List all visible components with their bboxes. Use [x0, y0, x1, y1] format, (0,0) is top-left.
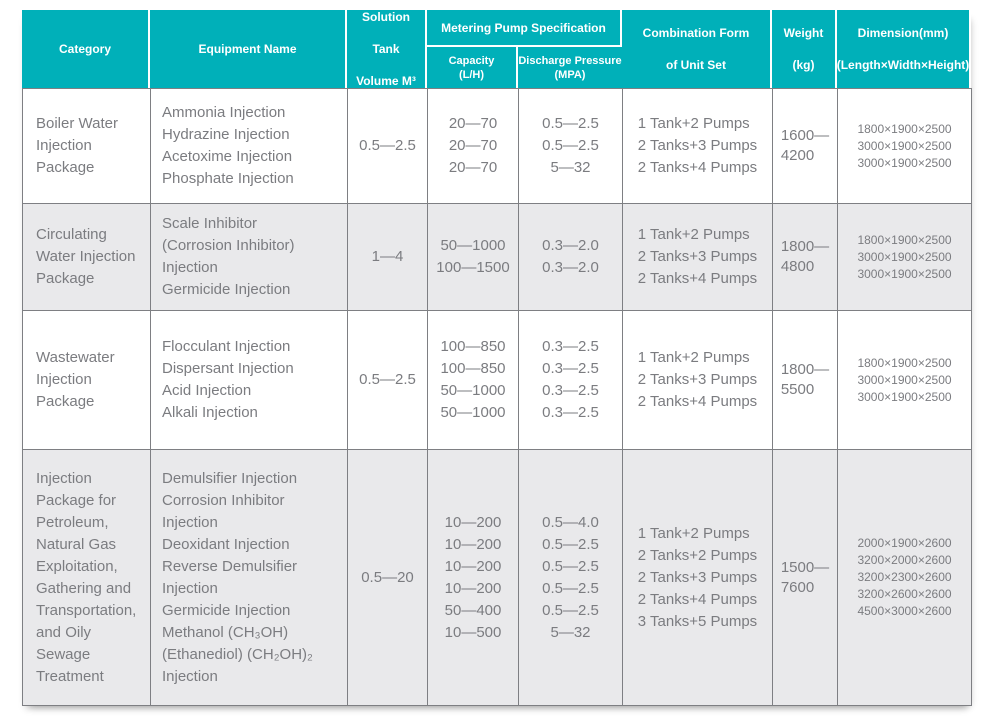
- header-discharge-pressure: Discharge Pressure (MPA): [518, 54, 622, 81]
- cell-tank-volume: 0.5—20: [347, 449, 428, 706]
- cell-weight: 1800— 4800: [772, 203, 838, 311]
- cell-category: Circulating Water Injection Package: [22, 203, 151, 311]
- cell-combination-form: 1 Tank+2 Pumps 2 Tanks+3 Pumps 2 Tanks+4…: [622, 88, 773, 204]
- combination-lines: 1 Tank+2 Pumps 2 Tanks+3 Pumps 2 Tanks+4…: [637, 226, 758, 287]
- combination-lines: 1 Tank+2 Pumps 2 Tanks+3 Pumps 2 Tanks+4…: [637, 115, 758, 176]
- header-weight: Weight (kg): [772, 10, 837, 88]
- cell-capacity: 20—70 20—70 20—70: [427, 88, 519, 204]
- cell-discharge-pressure: 0.3—2.0 0.3—2.0: [518, 203, 623, 311]
- cell-discharge-pressure: 0.3—2.5 0.3—2.5 0.3—2.5 0.3—2.5: [518, 310, 623, 450]
- header-category: Category: [22, 10, 150, 88]
- table-row: Circulating Water Injection Package Scal…: [22, 203, 972, 311]
- cell-capacity: 50—1000 100—1500: [427, 203, 519, 311]
- cell-equipment-name: Flocculant Injection Dispersant Injectio…: [150, 310, 348, 450]
- cell-dimension: 1800×1900×2500 3000×1900×2500 3000×1900×…: [837, 203, 972, 311]
- header-metering-pump-group: Metering Pump Specification: [427, 10, 622, 47]
- cell-tank-volume: 0.5—2.5: [347, 310, 428, 450]
- cell-equipment-name: Demulsifier Injection Corrosion Inhibito…: [150, 449, 348, 706]
- weight-lines: 1800— 5500: [780, 361, 830, 398]
- weight-lines: 1500— 7600: [780, 558, 830, 596]
- header-dimension: Dimension(mm) (Length×Width×Height): [837, 10, 971, 88]
- weight-lines: 1800— 4800: [780, 238, 830, 275]
- cell-equipment-name: Scale Inhibitor (Corrosion Inhibitor) In…: [150, 203, 348, 311]
- table-row: Wastewater Injection Package Flocculant …: [22, 310, 972, 450]
- table-row: Injection Package for Petroleum, Natural…: [22, 449, 972, 706]
- cell-combination-form: 1 Tank+2 Pumps 2 Tanks+3 Pumps 2 Tanks+4…: [622, 310, 773, 450]
- cell-category: Boiler Water Injection Package: [22, 88, 151, 204]
- combination-lines: 1 Tank+2 Pumps 2 Tanks+2 Pumps 2 Tanks+3…: [637, 524, 758, 630]
- header-equipment-name: Equipment Name: [150, 10, 347, 88]
- table-row: Boiler Water Injection Package Ammonia I…: [22, 88, 972, 204]
- cell-category: Injection Package for Petroleum, Natural…: [22, 449, 151, 706]
- cell-discharge-pressure: 0.5—2.5 0.5—2.5 5—32: [518, 88, 623, 204]
- cell-tank-volume: 1—4: [347, 203, 428, 311]
- cell-equipment-name: Ammonia Injection Hydrazine Injection Ac…: [150, 88, 348, 204]
- cell-capacity: 100—850 100—850 50—1000 50—1000: [427, 310, 519, 450]
- weight-lines: 1600— 4200: [780, 127, 830, 164]
- cell-dimension: 2000×1900×2600 3200×2000×2600 3200×2300×…: [837, 449, 972, 706]
- cell-capacity: 10—200 10—200 10—200 10—200 50—400 10—50…: [427, 449, 519, 706]
- combination-lines: 1 Tank+2 Pumps 2 Tanks+3 Pumps 2 Tanks+4…: [637, 349, 758, 410]
- cell-weight: 1500— 7600: [772, 449, 838, 706]
- cell-category: Wastewater Injection Package: [22, 310, 151, 450]
- cell-combination-form: 1 Tank+2 Pumps 2 Tanks+2 Pumps 2 Tanks+3…: [622, 449, 773, 706]
- header-capacity: Capacity (L/H): [427, 47, 518, 88]
- header-combination-form: Combination Form of Unit Set: [622, 10, 772, 88]
- cell-weight: 1600— 4200: [772, 88, 838, 204]
- equipment-specification-table: Category Equipment Name Solution Tank Vo…: [22, 10, 972, 706]
- table-body: Boiler Water Injection Package Ammonia I…: [22, 88, 972, 706]
- table-header: Category Equipment Name Solution Tank Vo…: [22, 10, 971, 88]
- cell-weight: 1800— 5500: [772, 310, 838, 450]
- cell-tank-volume: 0.5—2.5: [347, 88, 428, 204]
- header-solution-tank: Solution Tank Volume M³: [347, 10, 427, 88]
- cell-dimension: 1800×1900×2500 3000×1900×2500 3000×1900×…: [837, 88, 972, 204]
- cell-combination-form: 1 Tank+2 Pumps 2 Tanks+3 Pumps 2 Tanks+4…: [622, 203, 773, 311]
- cell-discharge-pressure: 0.5—4.0 0.5—2.5 0.5—2.5 0.5—2.5 0.5—2.5 …: [518, 449, 623, 706]
- cell-dimension: 1800×1900×2500 3000×1900×2500 3000×1900×…: [837, 310, 972, 450]
